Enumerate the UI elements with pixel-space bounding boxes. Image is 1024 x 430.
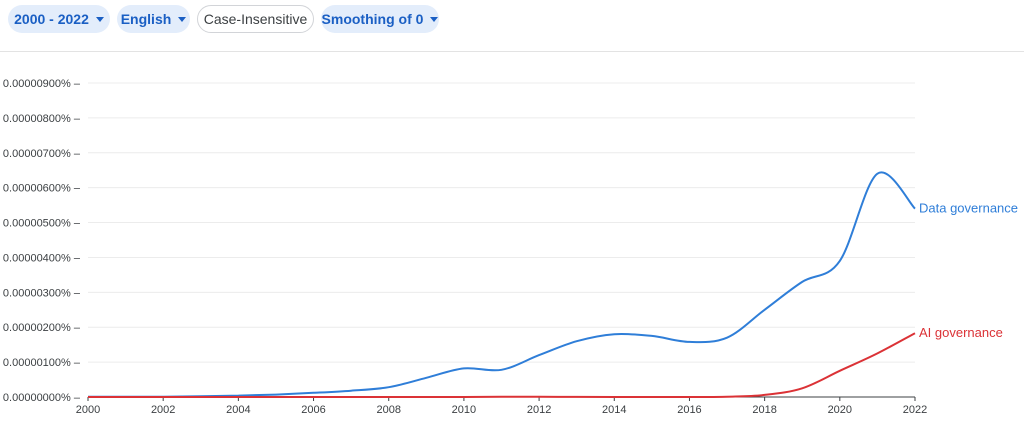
y-axis-ticks: 0.00000000% – 0.00000100% – 0.00000200% – 0… xyxy=(3,78,81,404)
smoothing-dropdown[interactable]: Smoothing of 0 xyxy=(321,5,439,33)
case-insensitive-toggle[interactable]: Case-Insensitive xyxy=(197,5,314,33)
y-tick-label: 0.00000400% – xyxy=(3,252,81,264)
caret-down-icon xyxy=(178,16,187,22)
x-tick-label: 2020 xyxy=(828,404,852,416)
y-tick-label: 0.00000500% – xyxy=(3,218,81,230)
x-tick-label: 2008 xyxy=(376,404,400,416)
language-dropdown[interactable]: English xyxy=(117,5,190,33)
year-range-label: 2000 - 2022 xyxy=(14,11,89,27)
x-tick-label: 2014 xyxy=(602,404,626,416)
series-line-data-governance[interactable] xyxy=(88,171,916,398)
y-tick-label: 0.00000900% – xyxy=(3,78,81,90)
series-label-data-governance[interactable]: Data governance xyxy=(919,201,1018,216)
y-tick-label: 0.00000100% – xyxy=(3,357,81,369)
x-tick-label: 2022 xyxy=(903,404,927,416)
x-tick-label: 2018 xyxy=(752,404,776,416)
series-label-ai-governance[interactable]: AI governance xyxy=(919,325,1003,340)
caret-down-icon xyxy=(95,16,104,22)
series-line-ai-governance[interactable] xyxy=(88,332,916,399)
y-tick-label: 0.00000000% – xyxy=(3,392,81,404)
y-tick-label: 0.00000200% – xyxy=(3,322,81,334)
language-label: English xyxy=(120,11,172,27)
x-tick-label: 2016 xyxy=(677,404,701,416)
year-range-dropdown[interactable]: 2000 - 2022 xyxy=(8,5,110,33)
chart-series xyxy=(88,171,916,399)
x-tick-label: 2002 xyxy=(151,404,175,416)
chart-grid xyxy=(88,82,915,363)
y-tick-label: 0.00000300% – xyxy=(3,287,81,299)
y-tick-label: 0.00000800% – xyxy=(3,113,81,125)
series-labels: Data governance AI governance xyxy=(919,201,1018,341)
x-tick-label: 2006 xyxy=(301,404,325,416)
case-label: Case-Insensitive xyxy=(203,11,308,27)
x-axis: 2000 2002 2004 2006 2008 2010 2012 2014 2016 2018… xyxy=(76,396,927,416)
x-tick-label: 2000 xyxy=(76,404,100,416)
y-tick-label: 0.00000700% – xyxy=(3,148,81,160)
x-tick-label: 2004 xyxy=(226,404,250,416)
x-tick-label: 2010 xyxy=(452,404,476,416)
toolbar: 2000 - 2022 English Case-Insensitive Smo… xyxy=(0,0,1024,52)
x-tick-label: 2012 xyxy=(527,404,551,416)
smoothing-label: Smoothing of 0 xyxy=(321,11,424,27)
caret-down-icon xyxy=(430,16,439,22)
y-tick-label: 0.00000600% – xyxy=(3,183,81,195)
